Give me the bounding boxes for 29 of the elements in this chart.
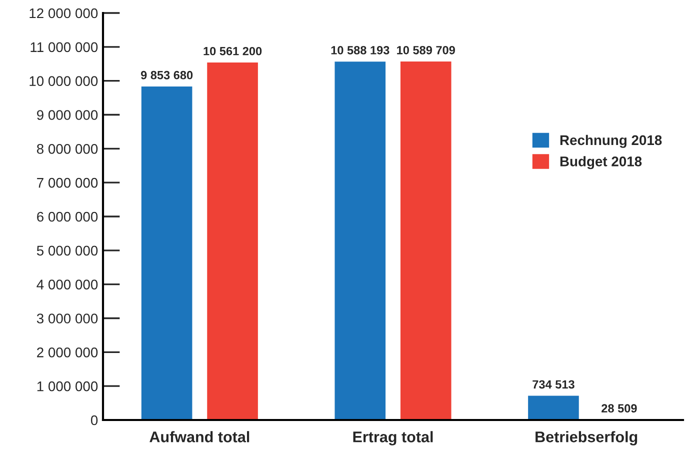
bar: [333, 60, 387, 420]
y-tick-label: 9 000 000: [37, 110, 98, 120]
y-tick-label: 11 000 000: [30, 42, 98, 52]
y-tick-label: 1 000 000: [37, 381, 98, 392]
y-tick-label: 0: [90, 415, 98, 426]
y-tick-label: 3 000 000: [36, 314, 98, 324]
x-tick-label: Ertrag total: [353, 431, 433, 446]
y-tick-label: 5 000 000: [36, 246, 98, 256]
legend-label: Budget 2018: [560, 156, 642, 170]
y-tick-label: 4 000 000: [36, 280, 98, 290]
y-tick-label: 12 000 000: [30, 8, 98, 18]
x-tick-label: Aufwand total: [150, 431, 250, 442]
bar: [206, 61, 260, 420]
data-label: 10 561 200: [204, 46, 262, 56]
data-label: 10 588 193: [331, 46, 390, 54]
y-tick-label: 6 000 000: [37, 212, 98, 222]
data-label: 734 513: [532, 380, 574, 389]
bar: [526, 394, 580, 420]
bar: [140, 85, 194, 420]
data-label: 9 853 680: [140, 70, 193, 80]
y-tick-label: 10 000 000: [30, 76, 98, 86]
bar: [399, 60, 453, 420]
y-tick-label: 2 000 000: [37, 348, 98, 358]
data-label: 10 589 709: [397, 46, 455, 54]
legend-label: Rechnung 2018: [560, 134, 662, 148]
y-tick-label: 8 000 000: [36, 144, 98, 154]
y-tick-label: 7 000 000: [37, 178, 98, 188]
x-tick-label: Betriebserfolg: [536, 431, 638, 446]
data-label: 28 509: [602, 404, 637, 413]
